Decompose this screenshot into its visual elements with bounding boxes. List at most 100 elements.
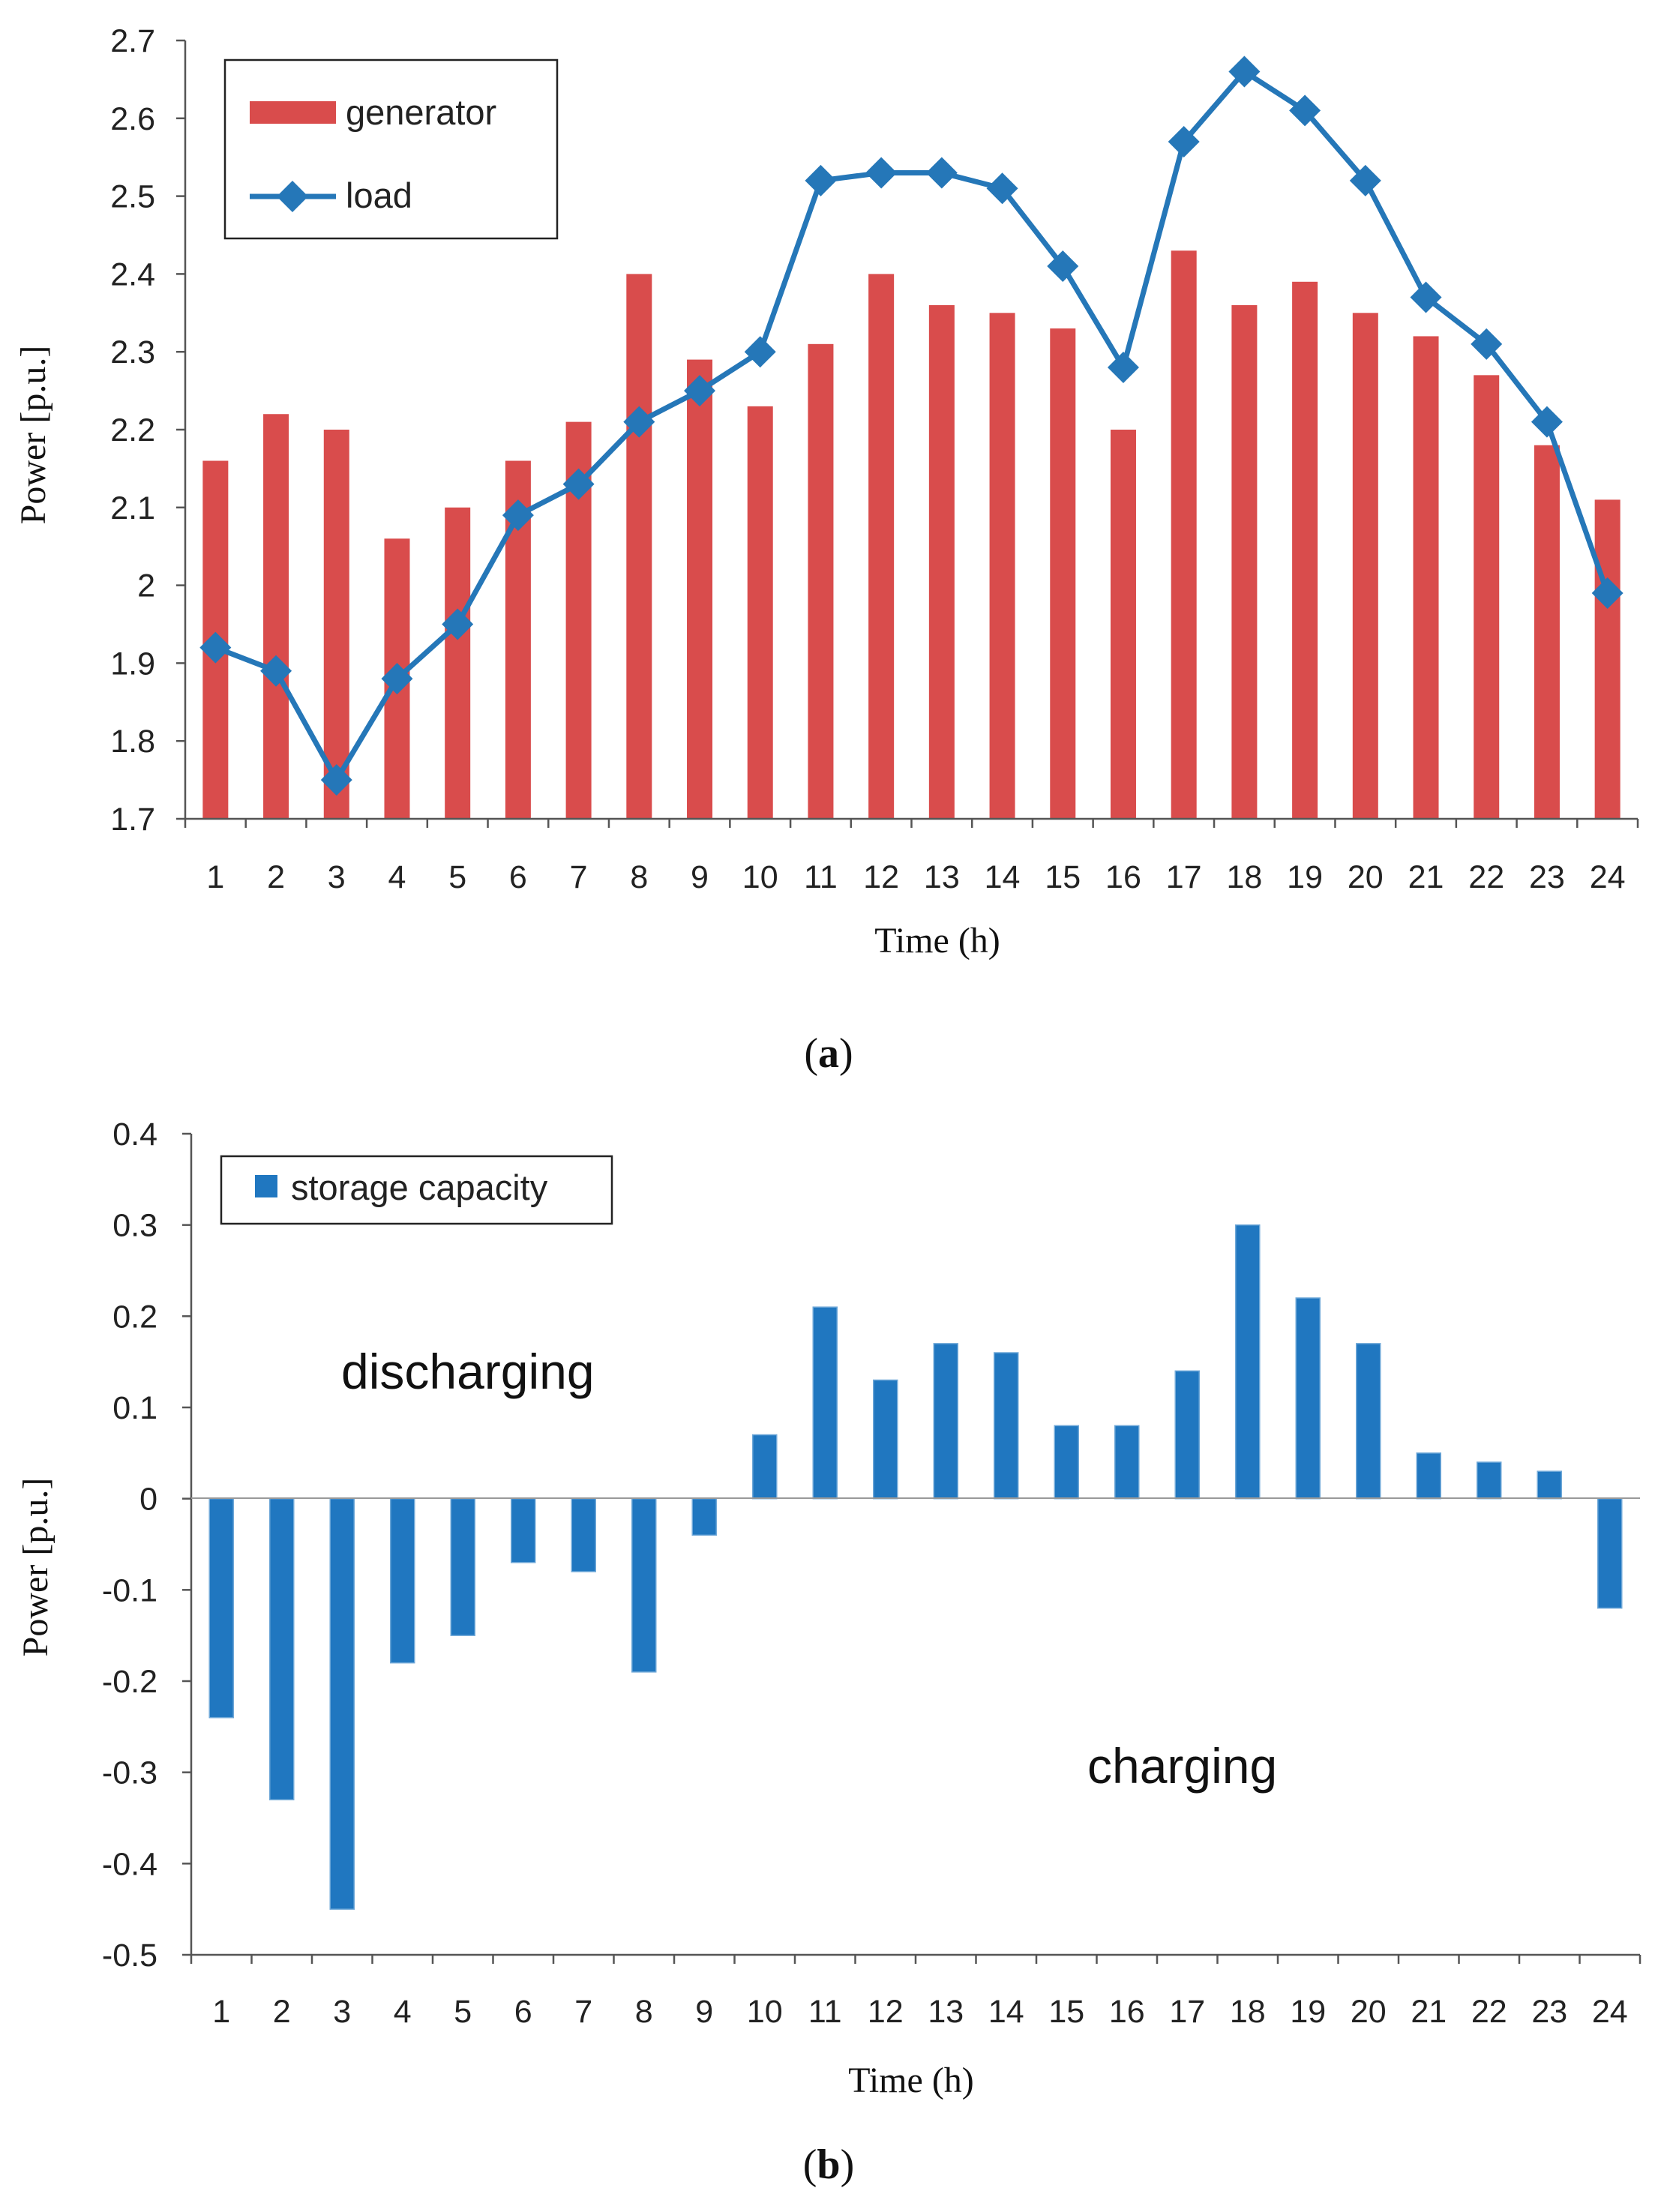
storage-bar [390, 1497, 415, 1664]
panel-label-b: (b) [803, 2142, 854, 2188]
load-point [1349, 164, 1381, 196]
x-tick-label-a: 12 [863, 859, 899, 895]
generator-bar [263, 414, 289, 819]
storage-bar [269, 1497, 295, 1800]
generator-bar [1171, 250, 1197, 819]
x-tick-label-b: 4 [394, 1994, 412, 2030]
x-tick-label-b: 8 [635, 1994, 653, 2030]
load-point [684, 375, 716, 407]
x-tick-label-b: 7 [574, 1994, 592, 2030]
generator-bar [989, 313, 1015, 819]
x-tick-label-a: 22 [1468, 859, 1504, 895]
load-point [260, 655, 292, 687]
x-tick-label-a: 16 [1105, 859, 1141, 895]
legend-a-frame [223, 58, 559, 240]
storage-bar [450, 1497, 475, 1636]
x-tick-label-b: 12 [868, 1994, 904, 2030]
legend-generator-swatch [250, 101, 336, 124]
storage-bar [1174, 1370, 1200, 1500]
x-tick-label-a: 13 [924, 859, 960, 895]
x-axis-label-b: Time (h) [848, 2061, 974, 2100]
load-point [1047, 250, 1079, 283]
generator-bar [1352, 313, 1378, 819]
x-tick-label-a: 20 [1348, 859, 1384, 895]
load-point [805, 164, 837, 196]
x-tick-label-a: 18 [1226, 859, 1262, 895]
generator-bar [928, 304, 955, 819]
x-tick-label-a: 21 [1408, 859, 1444, 895]
storage-bar [1537, 1470, 1562, 1500]
x-tick-label-b: 20 [1351, 1994, 1387, 2030]
storage-bar [511, 1497, 536, 1563]
generator-bar [1231, 304, 1258, 819]
generator-bar [1534, 445, 1560, 819]
storage-bar [571, 1497, 596, 1572]
x-tick-label-a: 19 [1287, 859, 1323, 895]
y-tick-label-a: 2.2 [110, 412, 155, 448]
y-axis-label-b: Power [p.u.] [16, 1478, 55, 1657]
storage-bar [1356, 1343, 1381, 1500]
x-tick-label-b: 15 [1048, 1994, 1084, 2030]
annotation-charging: charging [1087, 1738, 1277, 1794]
load-point [744, 336, 776, 368]
load-point [1471, 328, 1503, 360]
y-tick-label-b: 0.3 [112, 1208, 157, 1244]
storage-bar [1597, 1497, 1623, 1609]
storage-bar [631, 1497, 657, 1673]
storage-bar [1416, 1452, 1441, 1500]
x-tick-label-a: 5 [448, 859, 466, 895]
x-tick-label-b: 18 [1230, 1994, 1266, 2030]
y-tick-label-b: -0.4 [102, 1846, 157, 1882]
x-tick-label-a: 15 [1045, 859, 1081, 895]
y-tick-label-a: 2.5 [110, 179, 155, 215]
generator-bar [1474, 375, 1500, 820]
x-tick-label-b: 5 [454, 1994, 472, 2030]
legend-generator-label: generator [346, 92, 496, 132]
x-tick-label-b: 19 [1290, 1994, 1326, 2030]
x-axis-label-a: Time (h) [874, 921, 1000, 961]
x-tick-label-a: 10 [742, 859, 778, 895]
generator-bar [626, 274, 652, 819]
load-point [442, 608, 474, 640]
load-point [562, 468, 595, 500]
load-point [199, 631, 232, 664]
y-tick-label-b: -0.2 [102, 1664, 157, 1700]
x-tick-label-a: 6 [509, 859, 527, 895]
x-tick-label-a: 24 [1590, 859, 1626, 895]
storage-bar [329, 1497, 355, 1910]
load-point [623, 406, 655, 438]
x-tick-label-b: 16 [1109, 1994, 1145, 2030]
x-tick-label-b: 9 [695, 1994, 713, 2030]
legend-b: storage capacity [220, 1155, 613, 1225]
storage-bar [691, 1497, 717, 1536]
y-tick-label-a: 2.3 [110, 334, 155, 370]
storage-bar [208, 1497, 234, 1719]
x-tick-label-b: 11 [808, 1994, 842, 2030]
y-tick-label-a: 2.4 [110, 256, 155, 292]
y-tick-label-a: 2.7 [110, 23, 155, 59]
x-tick-label-a: 7 [570, 859, 588, 895]
x-tick-label-b: 24 [1592, 1994, 1628, 2030]
legend-load-label: load [346, 175, 412, 215]
generator-bar [445, 507, 471, 819]
annotation-discharging: discharging [341, 1344, 595, 1399]
y-tick-label-a: 1.7 [110, 802, 155, 838]
x-tick-label-a: 9 [691, 859, 709, 895]
y-tick-label-b: 0.4 [112, 1116, 157, 1152]
x-tick-label-b: 21 [1411, 1994, 1447, 2030]
x-tick-label-b: 23 [1531, 1994, 1567, 2030]
legend-storage-swatch [255, 1175, 277, 1197]
load-point [865, 157, 898, 189]
legend-b-frame [220, 1155, 613, 1225]
x-tick-label-a: 17 [1166, 859, 1202, 895]
storage-bar [933, 1343, 958, 1500]
storage-bar [1295, 1297, 1321, 1500]
x-tick-label-b: 22 [1471, 1994, 1507, 2030]
y-tick-label-b: -0.3 [102, 1755, 157, 1791]
load-point [986, 172, 1018, 205]
x-tick-label-a: 14 [985, 859, 1021, 895]
y-tick-label-b: 0.2 [112, 1299, 157, 1335]
storage-bar [1477, 1461, 1502, 1500]
y-tick-label-a: 2.6 [110, 101, 155, 137]
